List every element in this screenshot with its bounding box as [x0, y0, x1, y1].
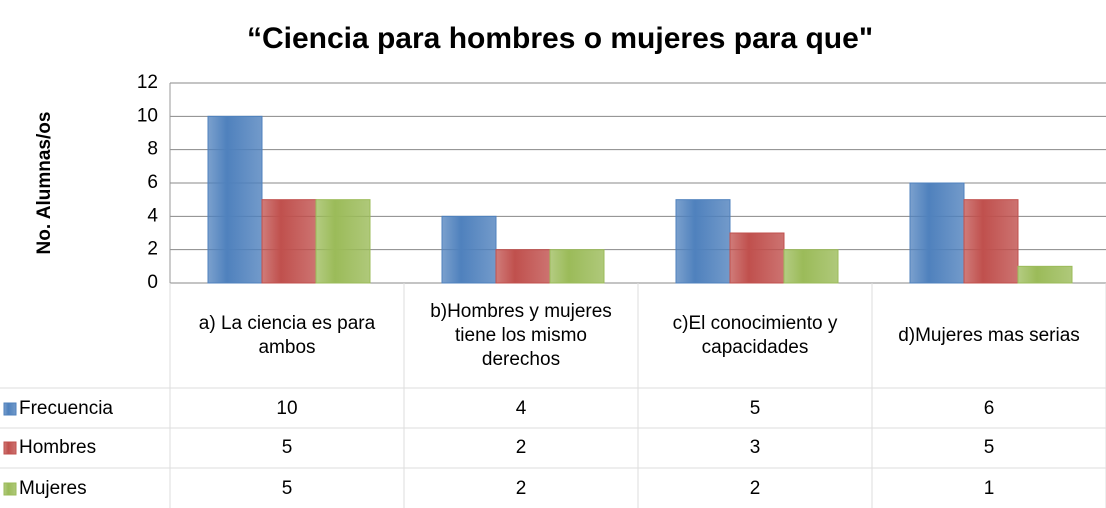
- y-tick-label: 12: [137, 72, 158, 93]
- chart-title: “Ciencia para hombres o mujeres para que…: [247, 22, 873, 55]
- table-value: 2: [516, 437, 527, 458]
- bar: [315, 199, 371, 284]
- table-value: 5: [984, 437, 995, 458]
- bar: [495, 249, 551, 284]
- x-tick-text: c)El conocimiento y capacidades: [672, 313, 838, 358]
- bar: [207, 115, 263, 284]
- y-tick-label: 6: [147, 172, 158, 193]
- y-axis-label: No. Alumnas/os: [34, 112, 55, 255]
- legend-key: [3, 402, 17, 416]
- y-tick-label: 8: [147, 139, 158, 160]
- table-value: 10: [276, 398, 297, 419]
- bar: [675, 199, 731, 284]
- table-value: 5: [282, 437, 293, 458]
- table-value: 2: [750, 478, 761, 499]
- bar: [963, 199, 1019, 284]
- legend-key: [3, 482, 17, 496]
- bar: [783, 249, 839, 284]
- legend-label: Hombres: [19, 437, 96, 458]
- bar: [729, 232, 785, 284]
- x-tick-text: d)Mujeres mas serias: [898, 325, 1080, 346]
- table-value: 6: [984, 398, 995, 419]
- y-tick-label: 4: [147, 205, 158, 226]
- legend-label: Frecuencia: [19, 398, 113, 419]
- x-tick-text: a) La ciencia es para ambos: [198, 313, 376, 358]
- y-tick-label: 10: [137, 105, 158, 126]
- legend-label: Mujeres: [19, 478, 87, 499]
- x-tick-text: b)Hombres y mujeres tiene los mismo dere…: [430, 301, 612, 370]
- bar: [909, 182, 965, 284]
- bar: [441, 215, 497, 284]
- legend-key: [3, 441, 17, 455]
- table-value: 1: [984, 478, 995, 499]
- bar: [261, 199, 317, 284]
- x-tick-label: d)Mujeres mas serias: [872, 284, 1106, 388]
- y-tick-label: 2: [147, 239, 158, 260]
- table-value: 5: [282, 478, 293, 499]
- x-tick-label: c)El conocimiento y capacidades: [638, 284, 872, 388]
- table-value: 3: [750, 437, 761, 458]
- x-tick-label: b)Hombres y mujeres tiene los mismo dere…: [404, 284, 638, 388]
- bar: [1017, 265, 1073, 284]
- table-value: 2: [516, 478, 527, 499]
- table-value: 5: [750, 398, 761, 419]
- x-tick-label: a) La ciencia es para ambos: [170, 284, 404, 388]
- y-tick-label: 0: [147, 272, 158, 293]
- bar: [549, 249, 605, 284]
- table-value: 4: [516, 398, 527, 419]
